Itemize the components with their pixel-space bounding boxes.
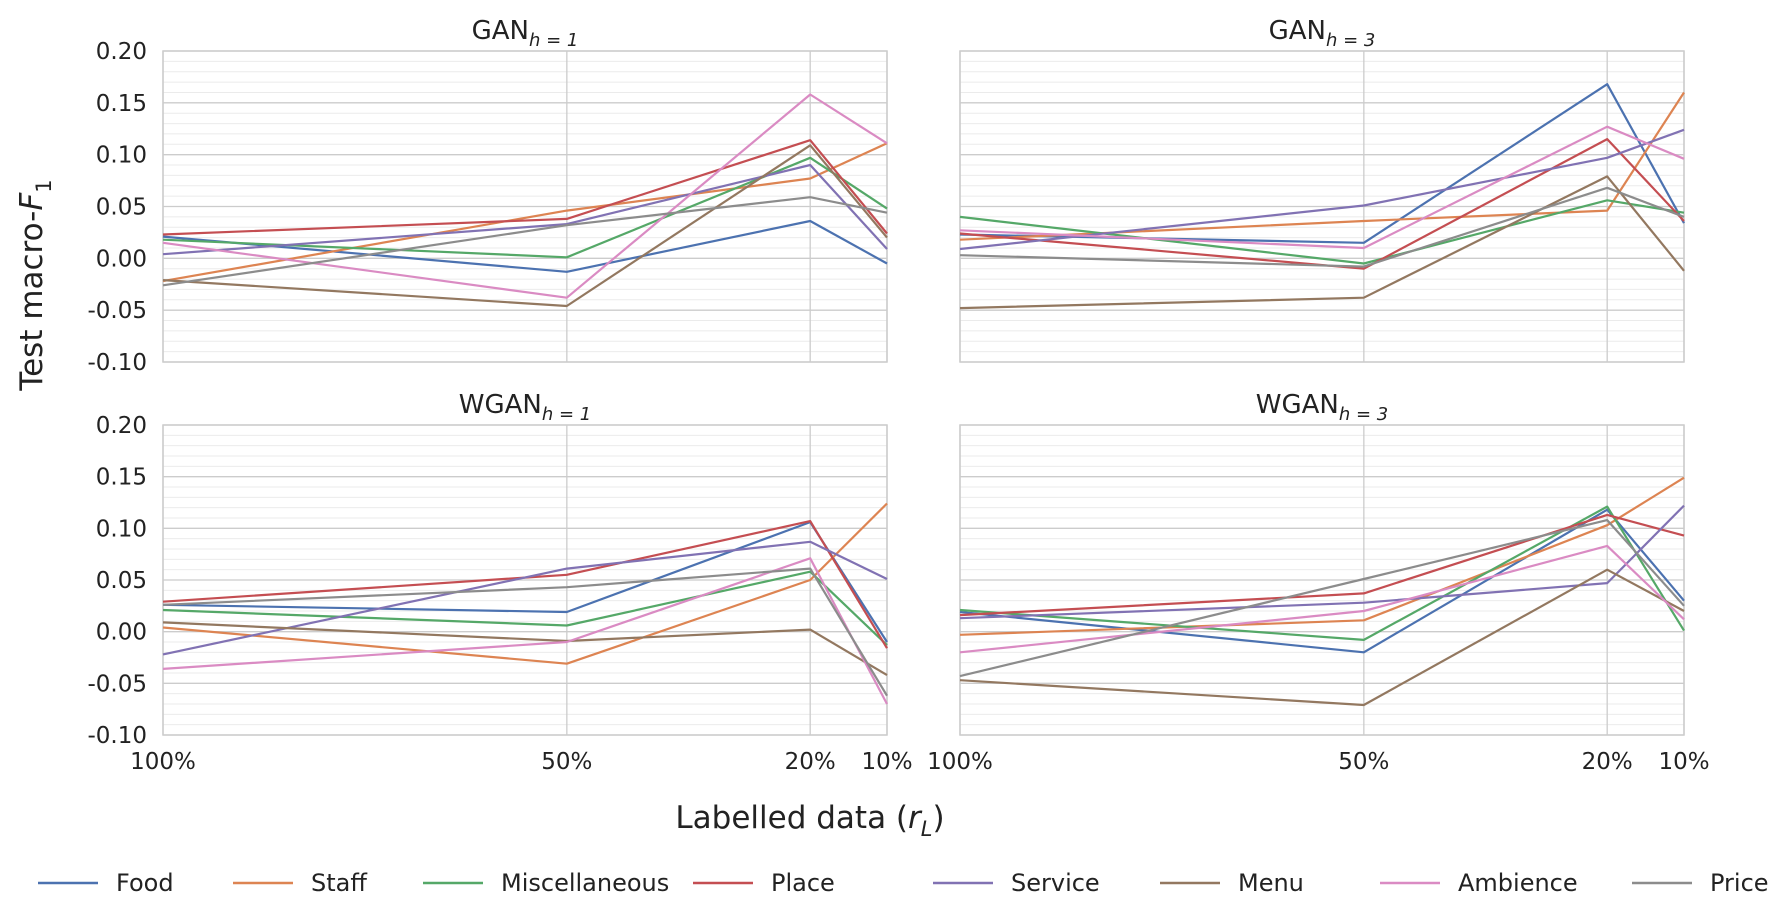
y-tick-label: -0.10	[87, 350, 147, 376]
panel-title: WGANh = 3	[1256, 390, 1388, 425]
panels: GANh = 10.200.150.100.050.00-0.05-0.10GA…	[87, 16, 1709, 775]
legend-label: Menu	[1238, 869, 1304, 897]
legend-item-ambience: Ambience	[1380, 869, 1578, 897]
series-line-service	[162, 540, 888, 656]
legend-label: Miscellaneous	[501, 869, 669, 897]
panel-4: WGANh = 3 100% 50% 20% 10%	[927, 390, 1709, 775]
series-line-menu	[162, 621, 888, 677]
legend-label: Price	[1710, 869, 1769, 897]
plot-frame	[162, 424, 888, 736]
y-tick-label: -0.05	[87, 671, 147, 697]
series-line-staff	[162, 142, 888, 283]
series-line-place	[959, 513, 1685, 617]
panel-3: WGANh = 10.200.150.100.050.00-0.05-0.101…	[87, 390, 912, 775]
y-tick-label: -0.10	[87, 723, 147, 749]
panel-title: GANh = 1	[472, 16, 579, 51]
legend-label: Service	[1011, 869, 1100, 897]
series-line-price	[959, 518, 1685, 678]
legend-item-food: Food	[38, 869, 174, 897]
x-axis-label: Labelled data (rL)	[675, 800, 944, 841]
legend-item-staff: Staff	[233, 869, 367, 897]
y-tick-label: 0.00	[96, 246, 147, 272]
series-line-place	[959, 138, 1685, 270]
y-tick-label: 0.15	[96, 91, 147, 117]
panel-title: GANh = 3	[1269, 16, 1376, 51]
legend-item-miscellaneous: Miscellaneous	[423, 869, 669, 897]
legend: Food Staff Miscellaneous Place Service Menu Am…	[38, 869, 1769, 897]
series-line-staff	[162, 502, 888, 665]
legend-item-service: Service	[933, 869, 1100, 897]
y-tick-label: 0.10	[96, 143, 147, 169]
y-tick-label: 0.05	[96, 568, 147, 594]
y-tick-label: 0.10	[96, 516, 147, 542]
series-line-place	[162, 519, 888, 649]
legend-item-price: Price	[1632, 869, 1769, 897]
panel-title: WGANh = 1	[459, 390, 591, 425]
series-line-price	[162, 196, 888, 287]
legend-item-place: Place	[693, 869, 835, 897]
series-line-ambience	[162, 93, 888, 299]
x-tick-label: 20%	[785, 749, 836, 775]
x-tick-label: 10%	[861, 749, 912, 775]
x-tick-label: 100%	[130, 749, 196, 775]
plot-frame	[162, 50, 888, 363]
series-line-service	[162, 163, 888, 256]
y-tick-label: 0.20	[96, 413, 147, 439]
x-tick-label: 50%	[541, 749, 592, 775]
series-line-price	[162, 567, 888, 697]
x-tick-label: 50%	[1338, 749, 1389, 775]
legend-label: Staff	[311, 869, 367, 897]
series-line-service	[959, 504, 1685, 620]
panel-1: GANh = 1 0.20 0.15 0.10 0.05 0.00 -0.05 -0.10	[87, 16, 888, 376]
series-line-menu	[959, 568, 1685, 707]
series-line-menu	[959, 175, 1685, 310]
panel-2: GANh = 3	[959, 16, 1685, 363]
x-tick-label: 10%	[1658, 749, 1709, 775]
plot-frame	[959, 50, 1685, 363]
series-line-staff	[959, 91, 1685, 241]
plot-frame	[959, 424, 1685, 736]
y-axis-label: Test macro-F1	[14, 179, 56, 391]
legend-label: Place	[771, 869, 835, 897]
legend-item-menu: Menu	[1160, 869, 1304, 897]
series-line-ambience	[959, 544, 1685, 654]
legend-label: Food	[116, 869, 174, 897]
y-tick-label: 0.20	[96, 39, 147, 65]
series-line-ambience	[959, 125, 1685, 250]
series-line-food	[162, 520, 888, 643]
legend-label: Ambience	[1458, 869, 1578, 897]
x-tick-label: 100%	[927, 749, 993, 775]
series-line-service	[959, 128, 1685, 251]
y-tick-label: 0.05	[96, 195, 147, 221]
series-line-price	[959, 186, 1685, 268]
y-tick-label: 0.00	[96, 620, 147, 646]
y-tick-label: 0.15	[96, 465, 147, 491]
y-tick-label: -0.05	[87, 298, 147, 324]
x-tick-label: 20%	[1582, 749, 1633, 775]
series-line-menu	[162, 144, 888, 308]
series-line-miscellaneous	[959, 505, 1685, 642]
series-line-place	[162, 139, 888, 236]
series-line-miscellaneous	[162, 156, 888, 259]
series-line-miscellaneous	[162, 570, 888, 646]
